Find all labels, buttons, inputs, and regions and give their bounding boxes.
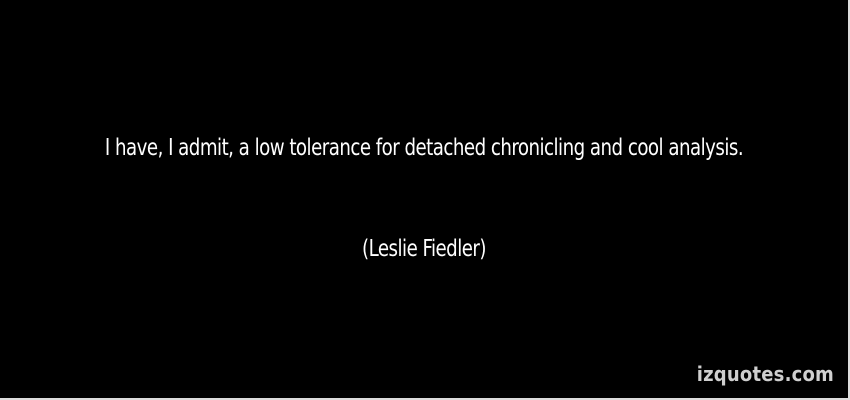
- quote-author: (Leslie Fiedler): [362, 236, 486, 262]
- quote-text: I have, I admit, a low tolerance for det…: [104, 135, 744, 161]
- watermark: izquotes.com: [696, 362, 834, 386]
